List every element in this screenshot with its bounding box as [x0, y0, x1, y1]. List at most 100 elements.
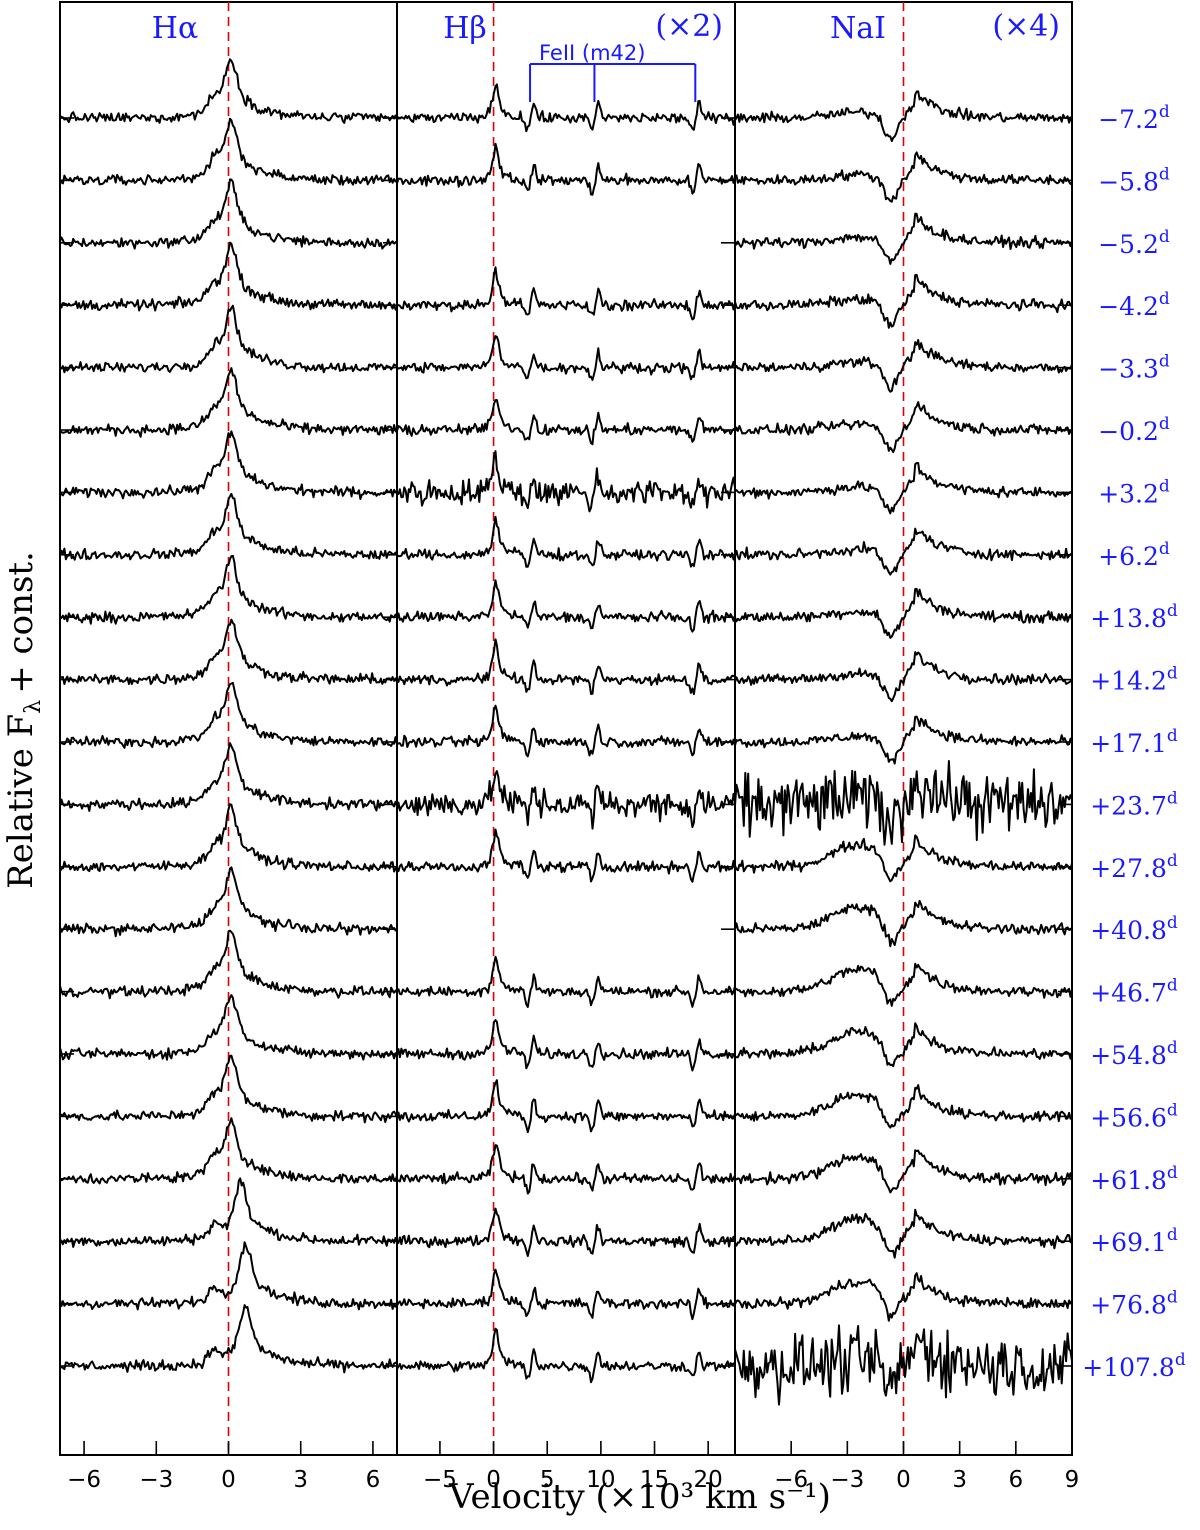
epoch-unit: d — [1167, 851, 1178, 871]
y-axis-title-sub: λ — [21, 700, 46, 714]
epoch-unit: d — [1167, 601, 1178, 621]
spectrum-hbeta-epoch-12 — [396, 828, 736, 883]
x-tick-label-nai: −6 — [774, 1467, 808, 1493]
epoch-unit: d — [1159, 289, 1170, 309]
spectrum-halpha-epoch-6 — [59, 430, 398, 500]
panel-frame-hbeta — [396, 1, 736, 1456]
spectrum-halpha-epoch-1 — [59, 117, 398, 186]
spectrum-nai-epoch-9 — [734, 651, 1073, 703]
epoch-label: +13.8d — [1090, 601, 1178, 633]
epoch-unit: d — [1167, 1225, 1178, 1245]
spectrum-halpha-epoch-14 — [59, 929, 398, 1000]
x-tick-label-halpha: −3 — [139, 1467, 173, 1493]
epoch-label: +14.2d — [1090, 664, 1178, 696]
epoch-label: +6.2d — [1098, 539, 1170, 571]
x-tick-label-hbeta: 0 — [486, 1467, 501, 1493]
spectrum-nai-epoch-5 — [734, 401, 1073, 454]
panel-hbeta: −5 0 5 10 15 20 Hβ (×2) FeII (m42) — [396, 1, 736, 1493]
epoch-unit: d — [1167, 788, 1178, 808]
y-axis-title: Relative Fλ + const. — [1, 551, 46, 889]
epoch-unit: d — [1159, 102, 1170, 122]
epoch-label: +76.8d — [1090, 1288, 1178, 1320]
spectrum-hbeta-epoch-19 — [396, 1268, 736, 1321]
spectrum-halpha-epoch-15 — [59, 994, 398, 1061]
epoch-label: +54.8d — [1090, 1038, 1178, 1070]
panels-layer: −6 −3 0 3 6 Hα −5 0 5 10 15 20 Hβ (×2) FeII (m42) −6 −3 0… — [59, 1, 1080, 1493]
epoch-label: +3.2d — [1098, 476, 1170, 508]
spectrum-hbeta-epoch-15 — [396, 1019, 736, 1072]
spectrum-nai-epoch-14 — [734, 962, 1073, 1007]
spectrum-nai-epoch-6 — [734, 462, 1073, 515]
spectrum-hbeta-epoch-10 — [396, 704, 736, 758]
spectrum-hbeta-epoch-4 — [396, 335, 736, 381]
epoch-unit: d — [1167, 913, 1178, 933]
spectrum-nai-epoch-19 — [734, 1272, 1073, 1322]
spectrum-hbeta-epoch-1 — [396, 142, 736, 196]
epoch-unit: d — [1175, 1350, 1186, 1370]
spectrum-hbeta-epoch-0 — [396, 83, 736, 133]
spectrum-nai-epoch-12 — [734, 834, 1073, 883]
spectrum-halpha-epoch-11 — [59, 742, 398, 812]
epoch-label: −5.8d — [1098, 164, 1170, 196]
epoch-unit: d — [1167, 1288, 1178, 1308]
spectrum-nai-epoch-0 — [734, 90, 1073, 143]
x-tick-label-nai: 9 — [1065, 1467, 1080, 1493]
epoch-label: −7.2d — [1098, 102, 1170, 134]
epoch-unit: d — [1167, 664, 1178, 684]
spectrum-nai-epoch-16 — [734, 1084, 1073, 1129]
epoch-unit: d — [1167, 976, 1178, 996]
x-tick-label-halpha: 6 — [366, 1467, 381, 1493]
spectrum-nai-epoch-15 — [734, 1022, 1073, 1068]
epoch-label: +40.8d — [1090, 913, 1178, 945]
spectrum-hbeta-epoch-14 — [396, 955, 736, 1008]
epoch-label: +17.1d — [1090, 726, 1178, 758]
panel-halpha: −6 −3 0 3 6 Hα — [59, 1, 398, 1493]
epoch-unit: d — [1159, 476, 1170, 496]
spectrum-halpha-epoch-19 — [59, 1241, 398, 1311]
epoch-unit: d — [1159, 164, 1170, 184]
spectrum-halpha-epoch-4 — [59, 304, 398, 374]
panel-nai: −6 −3 0 3 6 9 NaI (×4) — [734, 1, 1080, 1493]
panel-scale-nai: (×4) — [992, 9, 1060, 44]
spectrum-halpha-epoch-18 — [59, 1177, 398, 1248]
spectrum-hbeta-epoch-9 — [396, 638, 736, 696]
spectrum-nai-epoch-11 — [734, 760, 1073, 846]
spectrum-halpha-epoch-7 — [59, 492, 398, 561]
x-tick-label-nai: 6 — [1009, 1467, 1024, 1493]
epoch-unit: d — [1159, 352, 1170, 372]
x-tick-label-hbeta: 10 — [586, 1467, 615, 1493]
y-axis-title-suffix: + const. — [1, 551, 41, 694]
spectrum-halpha-epoch-9 — [59, 618, 398, 685]
spectrum-hbeta-epoch-8 — [396, 579, 736, 633]
spectrum-halpha-epoch-3 — [59, 241, 398, 312]
epoch-label: +27.8d — [1090, 851, 1178, 883]
x-tick-label-hbeta: 15 — [640, 1467, 669, 1493]
spectrum-hbeta-epoch-18 — [396, 1207, 736, 1257]
x-axis-title: Velocity (×10³ km s⁻¹) — [448, 1477, 831, 1517]
spectrum-nai-epoch-13 — [734, 899, 1073, 948]
epoch-unit: d — [1167, 1038, 1178, 1058]
spectrum-hbeta-epoch-6 — [396, 450, 736, 513]
x-tick-label-nai: 3 — [952, 1467, 967, 1493]
epoch-unit: d — [1159, 539, 1170, 559]
spectrum-halpha-epoch-2 — [59, 178, 398, 250]
labels-layer: −7.2d −5.8d −5.2d −4.2d −3.3d −0.2d +3.2d +6.2d… — [1082, 102, 1186, 1382]
spectrum-halpha-epoch-13 — [59, 866, 398, 938]
spectrum-hbeta-epoch-20 — [396, 1327, 736, 1384]
epoch-label: −0.2d — [1098, 414, 1170, 446]
spectrum-nai-epoch-8 — [734, 587, 1073, 639]
spectrum-halpha-epoch-10 — [59, 681, 398, 749]
spectrum-nai-epoch-17 — [734, 1149, 1073, 1194]
x-tick-label-nai: 0 — [896, 1467, 911, 1493]
spectrum-hbeta-epoch-16 — [396, 1079, 736, 1134]
spectrum-hbeta-epoch-3 — [396, 266, 736, 321]
spectrum-halpha-epoch-16 — [59, 1054, 398, 1124]
epoch-unit: d — [1167, 726, 1178, 746]
panel-scale-hbeta: (×2) — [655, 9, 723, 44]
epoch-label: +61.8d — [1090, 1163, 1178, 1195]
panel-title-nai: NaI — [830, 11, 886, 46]
x-tick-label-halpha: −6 — [67, 1467, 101, 1493]
spectrum-halpha-epoch-20 — [59, 1304, 398, 1374]
x-tick-label-halpha: 0 — [221, 1467, 236, 1493]
